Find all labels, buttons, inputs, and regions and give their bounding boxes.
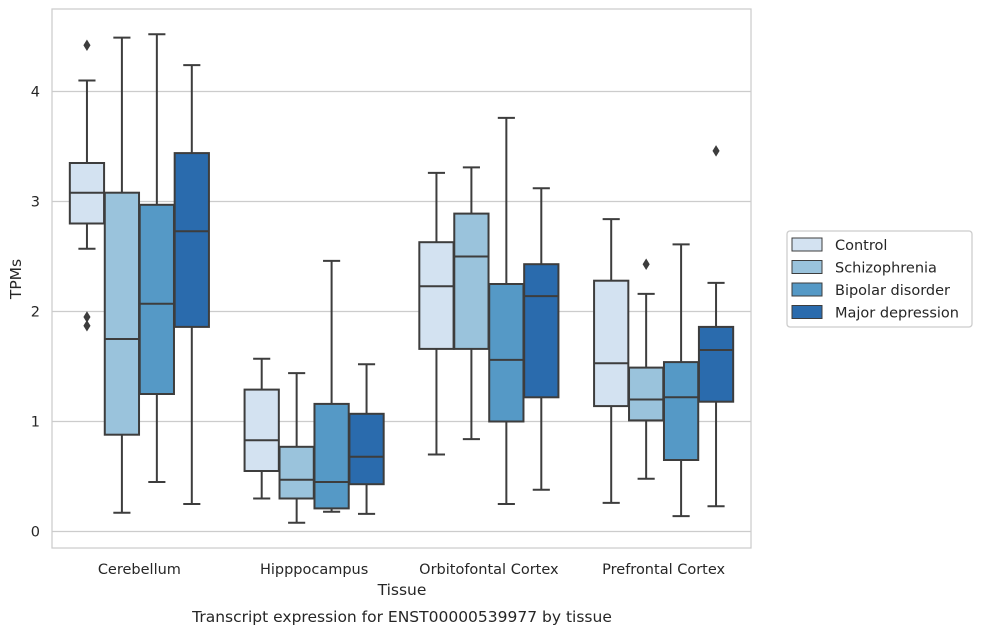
legend-swatch [791,237,823,252]
y-tick-label: 0 [31,525,40,541]
legend-swatch [791,282,823,297]
box-group [348,363,385,515]
box [348,412,385,486]
y-tick-label: 3 [31,195,40,211]
x-tick-label: Orbitofontal Cortex [419,562,559,578]
box-group [138,33,175,483]
box-group [593,218,630,504]
x-tick-label: Hipppocampus [260,562,368,578]
box [453,212,490,350]
y-tick-label: 2 [31,305,40,321]
box-group [628,258,665,480]
box-group [243,357,280,500]
box-group [173,64,210,505]
box [138,203,175,395]
outlier-point [83,320,91,332]
x-axis-ticks: Cerebellum Hipppocampus Orbitofontal Corte… [98,562,726,578]
legend-label: Major depression [835,306,959,322]
box-group [453,166,490,441]
y-tick-label: 1 [31,415,40,431]
outlier-point [83,39,91,52]
legend-swatch [791,260,823,274]
legend-swatch [791,305,823,319]
box-group [313,259,350,513]
box [313,402,350,510]
legend-label: Control [835,238,887,254]
box [488,283,525,423]
x-tick-label: Cerebellum [98,562,181,578]
box [103,191,141,436]
box [523,263,560,399]
box-group [523,187,560,491]
legend: Control Schizophrenia Bipolar disorder Majo… [786,230,973,328]
box-group [662,243,700,518]
box-group [278,372,315,524]
box [628,366,665,422]
plot-frame [51,8,752,549]
box [697,325,735,403]
box [243,388,280,473]
x-tick-label: Prefrontal Cortex [602,562,725,578]
y-axis-ticks: 0 1 2 3 4 [31,85,40,541]
chart-caption: Transcript expression for ENST0000053997… [191,608,612,626]
boxes-layer [68,33,735,524]
legend-label: Bipolar disorder [835,283,950,299]
y-tick-label: 4 [31,85,40,101]
legend-frame [786,230,973,328]
outlier-point [642,258,650,270]
box [173,152,210,328]
outlier-point [712,145,720,157]
box-group [488,116,525,505]
x-axis-title: Tissue [377,581,427,599]
box-group [68,39,106,332]
box [593,279,630,408]
box [662,361,700,462]
box-group [697,145,735,508]
box [278,445,315,500]
box-group [103,36,141,514]
box-group [418,171,455,456]
box [418,241,455,350]
legend-label: Schizophrenia [835,261,937,277]
y-axis-title: TPMs [7,259,25,300]
